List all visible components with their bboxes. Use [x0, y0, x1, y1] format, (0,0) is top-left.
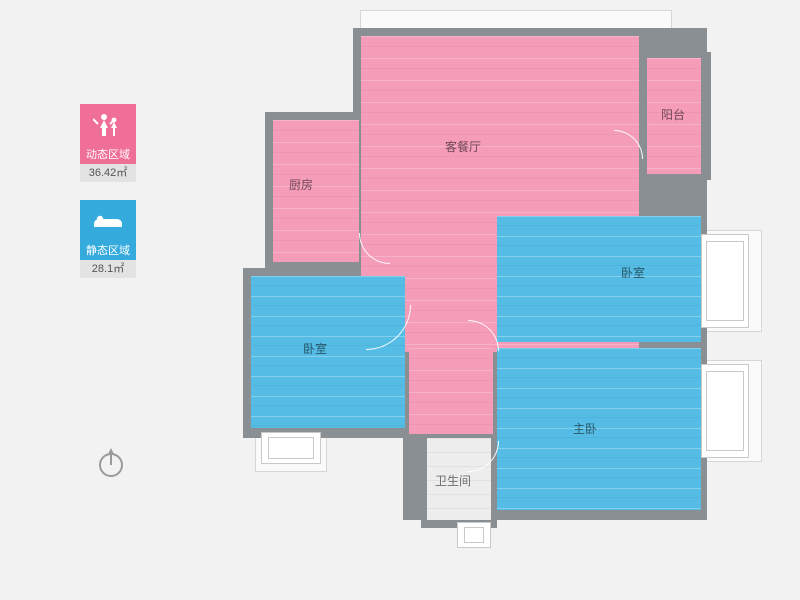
room-hall: [409, 348, 493, 434]
room-bed2: 卧室: [497, 216, 701, 342]
legend-static: 静态区域 28.1㎡: [80, 200, 136, 278]
people-icon: [80, 104, 136, 146]
room-master: 主卧: [497, 348, 701, 510]
room-label: 阳台: [661, 106, 685, 123]
window-marker: [701, 234, 749, 328]
legend-static-label: 静态区域: [80, 242, 136, 260]
legend-dynamic-label: 动态区域: [80, 146, 136, 164]
legend: 动态区域 36.42㎡ 静态区域 28.1㎡: [80, 104, 140, 296]
legend-dynamic: 动态区域 36.42㎡: [80, 104, 136, 182]
room-label: 卧室: [621, 264, 645, 281]
floor-plan: 客餐厅厨房 阳台卧室主卧 卧室卫生间: [225, 10, 765, 570]
room-label: 卫生间: [435, 472, 471, 489]
legend-dynamic-value: 36.42㎡: [80, 164, 136, 182]
floor-plan-canvas: { "colors": { "bg": "#f2f2f2", "pink": "…: [0, 0, 800, 600]
room-label: 卧室: [303, 340, 327, 357]
room-label: 主卧: [573, 420, 597, 437]
legend-static-value: 28.1㎡: [80, 260, 136, 278]
compass-icon: [96, 445, 126, 475]
window-marker: [261, 432, 321, 464]
window-marker: [457, 522, 491, 548]
room-bed3: 卧室: [251, 276, 405, 428]
room-label: 客餐厅: [445, 138, 481, 155]
room-label: 厨房: [289, 176, 313, 193]
room-balcony: 阳台: [647, 58, 701, 174]
room-kitchen: 厨房: [273, 120, 359, 262]
sleep-icon: [80, 200, 136, 242]
window-marker: [701, 364, 749, 458]
